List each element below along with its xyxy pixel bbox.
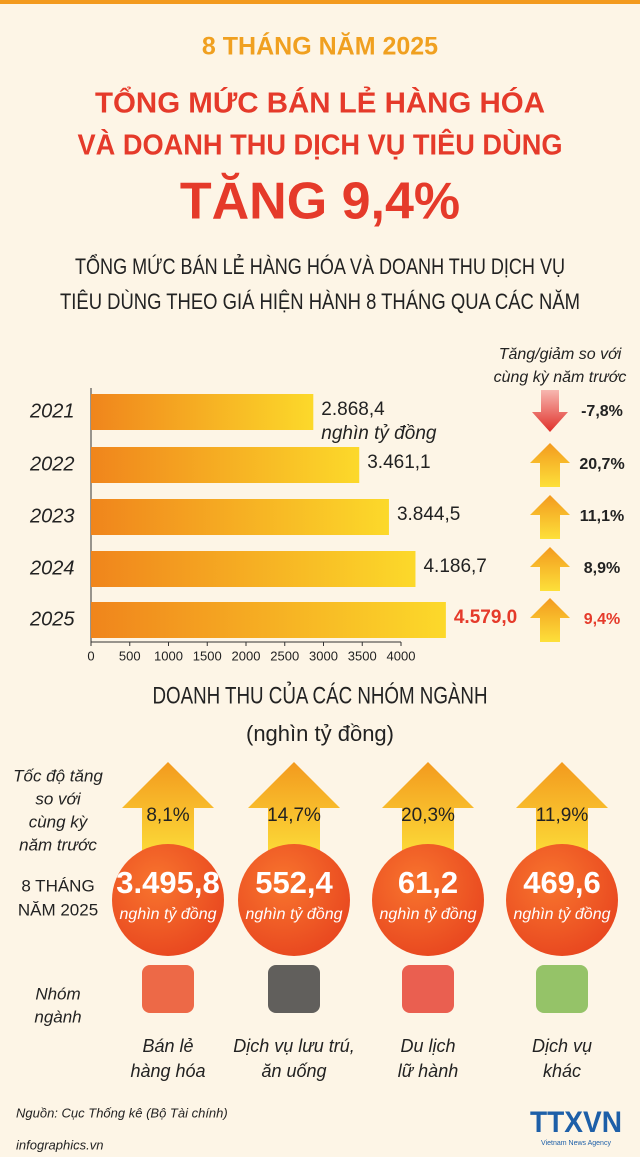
y-tick-label: 2022	[29, 453, 75, 475]
logo: TTXVN	[530, 1106, 622, 1139]
section-subtitle: (nghìn tỷ đồng)	[246, 721, 394, 746]
x-tick-label: 2500	[270, 648, 299, 663]
sector-name: Dịch vụ	[532, 1036, 592, 1056]
revenue-circle	[372, 844, 484, 956]
sector-name: khác	[543, 1061, 581, 1081]
bar	[91, 602, 446, 638]
up-arrow	[530, 547, 570, 591]
change-label: 20,7%	[579, 456, 624, 473]
revenue-circle	[506, 844, 618, 956]
value-label: 2.868,4	[321, 399, 385, 420]
x-tick-label: 4000	[387, 648, 416, 663]
growth-label: 11,9%	[536, 805, 589, 826]
sector-icon	[142, 965, 194, 1013]
growth-arrow	[248, 762, 340, 862]
change-label: 11,1%	[580, 508, 624, 525]
sector-icon	[402, 965, 454, 1013]
bar	[91, 447, 360, 483]
value-label: 3.461,1	[367, 452, 430, 473]
revenue-circle	[238, 844, 350, 956]
y-tick-label: 2025	[29, 608, 75, 630]
bar	[91, 551, 416, 587]
up-arrow	[530, 495, 570, 539]
headline: TỔNG MỨC BÁN LẺ HÀNG HÓA	[95, 86, 545, 120]
growth-label: 14,7%	[267, 805, 321, 826]
agency: Vietnam News Agency	[541, 1140, 611, 1147]
headline: VÀ DOANH THU DỊCH VỤ TIÊU DÙNG	[78, 128, 563, 162]
x-tick-label: 1000	[154, 648, 183, 663]
row-label: năm trước	[19, 835, 97, 854]
row-label: Tốc độ tăng	[13, 766, 103, 785]
row-label: ngành	[34, 1007, 81, 1026]
row-label: NĂM 2025	[18, 900, 98, 919]
row-label: 8 THÁNG	[21, 876, 94, 895]
up-arrow	[530, 598, 570, 642]
growth-arrow	[122, 762, 214, 862]
highlight: TĂNG 9,4%	[180, 173, 460, 231]
sector-name: ăn uống	[261, 1061, 326, 1081]
sector-name: lữ hành	[398, 1061, 458, 1081]
x-tick-label: 3500	[348, 648, 377, 663]
sector-name: Dịch vụ lưu trú,	[233, 1036, 354, 1056]
change-label: 9,4%	[584, 611, 620, 628]
section-title: DOANH THU CỦA CÁC NHÓM NGÀNH	[153, 680, 488, 709]
growth-arrow	[382, 762, 474, 862]
growth-label: 8,1%	[146, 805, 189, 826]
growth-label: 20,3%	[401, 805, 455, 826]
value-label: 3.844,5	[397, 504, 460, 525]
y-tick-label: 2024	[29, 557, 75, 579]
x-tick-label: 1500	[193, 648, 222, 663]
revenue-unit: nghìn tỷ đồng	[380, 906, 477, 923]
growth-arrow	[516, 762, 608, 862]
sector-icon	[268, 965, 320, 1013]
source: Nguồn: Cục Thống kê (Bộ Tài chính)	[16, 1105, 228, 1120]
chart-title: TỔNG MỨC BÁN LẺ HÀNG HÓA VÀ DOANH THU DỊ…	[75, 254, 565, 279]
x-tick-label: 2000	[232, 648, 261, 663]
change-label: -7,8%	[581, 403, 623, 420]
revenue-label: 3.495,8	[116, 865, 219, 900]
y-tick-label: 2021	[29, 400, 75, 422]
row-label: cùng kỳ	[29, 812, 89, 831]
x-tick-label: 3000	[309, 648, 338, 663]
x-tick-label: 0	[87, 648, 94, 663]
revenue-unit: nghìn tỷ đồng	[120, 906, 217, 923]
unit-label: nghìn tỷ đồng	[321, 423, 437, 444]
revenue-label: 469,6	[523, 865, 601, 900]
revenue-unit: nghìn tỷ đồng	[246, 906, 343, 923]
chart-title: TIÊU DÙNG THEO GIÁ HIỆN HÀNH 8 THÁNG QUA…	[60, 289, 580, 314]
change-title: cùng kỳ năm trước	[494, 369, 627, 386]
row-label: Nhóm	[35, 984, 80, 1003]
x-tick-label: 500	[119, 648, 141, 663]
change-title: Tăng/giảm so với	[499, 346, 622, 363]
bar	[91, 499, 389, 535]
revenue-label: 552,4	[255, 865, 333, 900]
down-arrow	[532, 390, 568, 432]
up-arrow	[530, 443, 570, 487]
revenue-circle	[112, 844, 224, 956]
revenue-unit: nghìn tỷ đồng	[514, 906, 611, 923]
bar	[91, 394, 314, 430]
sector-name: Du lịch	[400, 1036, 455, 1056]
value-label: 4.186,7	[423, 556, 486, 577]
kicker: 8 THÁNG NĂM 2025	[202, 32, 438, 61]
revenue-label: 61,2	[398, 865, 458, 900]
site: infographics.vn	[16, 1137, 103, 1152]
sector-icon	[536, 965, 588, 1013]
value-label: 4.579,0	[454, 607, 517, 628]
change-label: 8,9%	[584, 560, 620, 577]
y-tick-label: 2023	[29, 505, 75, 527]
sector-name: Bán lẻ	[142, 1036, 193, 1056]
sector-name: hàng hóa	[130, 1061, 205, 1081]
row-label: so với	[35, 789, 81, 808]
